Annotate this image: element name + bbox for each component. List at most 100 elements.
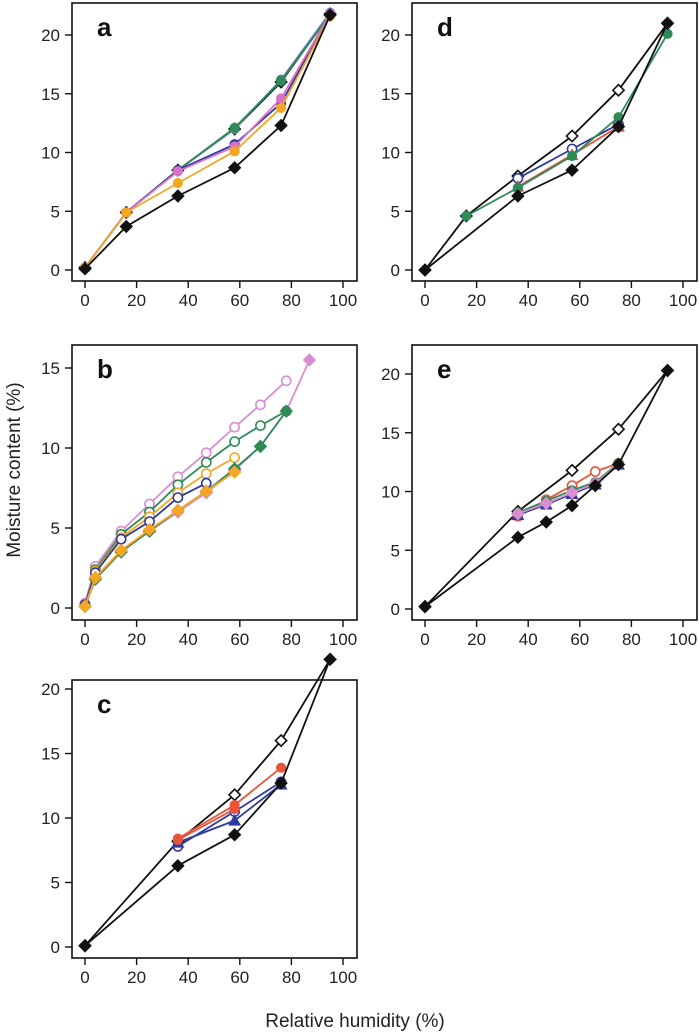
data-point (511, 530, 525, 545)
series-line (84, 13, 331, 269)
series-line (465, 33, 669, 217)
series-line (424, 370, 669, 608)
data-point (461, 210, 472, 222)
x-tick-label: 0 (80, 291, 89, 310)
x-tick-label: 80 (282, 630, 301, 649)
series-c-2 (172, 776, 287, 852)
y-axis-title: Moisture content (%) (4, 382, 25, 557)
y-tick-label: 0 (391, 261, 400, 280)
panel-d: 0 20 40 60 80 100 0 5 10 15 20 d (381, 2, 698, 310)
data-point (200, 456, 212, 468)
data-point (119, 219, 134, 234)
x-tick-label: 80 (282, 968, 301, 987)
x-tick-label: 80 (622, 630, 641, 649)
x-tick-label: 20 (467, 630, 486, 649)
x-tick-label: 100 (329, 291, 357, 310)
data-point (660, 16, 675, 30)
data-point (229, 421, 241, 433)
x-tick-label: 40 (519, 291, 538, 310)
data-point (565, 485, 579, 500)
data-point (171, 189, 185, 203)
x-tick-label: 0 (80, 630, 89, 649)
data-point (172, 834, 183, 846)
data-point (229, 436, 241, 447)
data-point (114, 543, 128, 558)
y-tick-label: 10 (41, 809, 60, 828)
x-tick-label: 20 (127, 291, 146, 310)
data-point (227, 465, 242, 479)
panel-label: d (437, 12, 453, 42)
y-tick-label: 15 (381, 424, 400, 443)
data-point (255, 399, 266, 411)
y-tick-label: 20 (41, 26, 60, 45)
series-line (424, 369, 669, 608)
data-point (565, 463, 579, 478)
y-tick-label: 20 (41, 680, 60, 699)
series-line (84, 410, 287, 606)
panel-e: 0 20 40 60 80 100 0 5 10 15 20 e (381, 344, 698, 649)
y-tick-label: 20 (381, 365, 400, 384)
x-tick-label: 40 (179, 968, 198, 987)
data-point (78, 262, 92, 276)
x-tick-label: 0 (420, 291, 429, 310)
y-tick-label: 0 (391, 600, 400, 619)
y-tick-label: 0 (51, 938, 60, 957)
series-a-2 (79, 9, 336, 273)
x-tick-label: 100 (669, 630, 697, 649)
x-axis-title: Relative humidity (%) (265, 1011, 445, 1032)
data-point (611, 457, 626, 472)
series-c-4 (172, 803, 240, 846)
y-tick-label: 10 (381, 144, 400, 163)
x-tick-label: 40 (519, 630, 538, 649)
series-a-4 (79, 8, 336, 273)
series-line (84, 13, 331, 269)
data-point (229, 803, 240, 815)
series-a-0 (78, 7, 337, 275)
data-point (171, 503, 185, 518)
data-point (121, 207, 132, 218)
x-tick-label: 20 (127, 968, 146, 987)
y-tick-label: 5 (51, 874, 60, 893)
series-line (84, 658, 331, 947)
series-e-5 (418, 363, 675, 614)
series-line (424, 22, 669, 271)
x-tick-label: 20 (127, 630, 146, 649)
data-point (565, 129, 579, 143)
panel-label: c (97, 689, 111, 719)
data-point (302, 353, 317, 367)
y-tick-label: 0 (51, 261, 60, 280)
data-point (280, 375, 292, 387)
series-line (177, 808, 236, 841)
series-line (84, 380, 287, 604)
series-a-5 (79, 11, 336, 273)
panel-c: 0 20 40 60 80 100 0 5 10 15 20 c (41, 652, 358, 987)
y-tick-label: 5 (391, 541, 400, 560)
x-tick-label: 0 (80, 968, 89, 987)
series-e-0 (418, 363, 675, 614)
y-tick-label: 15 (41, 359, 60, 378)
x-tick-label: 60 (570, 291, 589, 310)
x-tick-label: 60 (230, 630, 249, 649)
panel-b-frame (71, 344, 358, 621)
series-line (84, 658, 331, 947)
data-point (255, 420, 266, 431)
data-point (565, 163, 579, 177)
panel-a: 0 20 40 60 80 100 0 5 10 15 20 a (41, 2, 358, 310)
data-point (323, 8, 337, 22)
data-point (611, 83, 626, 97)
x-tick-label: 100 (329, 630, 357, 649)
series-c-5 (78, 652, 337, 953)
x-tick-label: 40 (179, 630, 198, 649)
series-line (424, 22, 669, 271)
panel-label: b (97, 354, 113, 384)
x-tick-label: 60 (230, 291, 249, 310)
data-point (511, 507, 525, 521)
x-tick-label: 80 (282, 291, 301, 310)
series-b-4 (78, 353, 317, 614)
data-point (511, 189, 525, 203)
x-tick-label: 60 (230, 968, 249, 987)
y-tick-label: 15 (41, 85, 60, 104)
data-point (588, 478, 603, 493)
data-point (227, 161, 242, 175)
